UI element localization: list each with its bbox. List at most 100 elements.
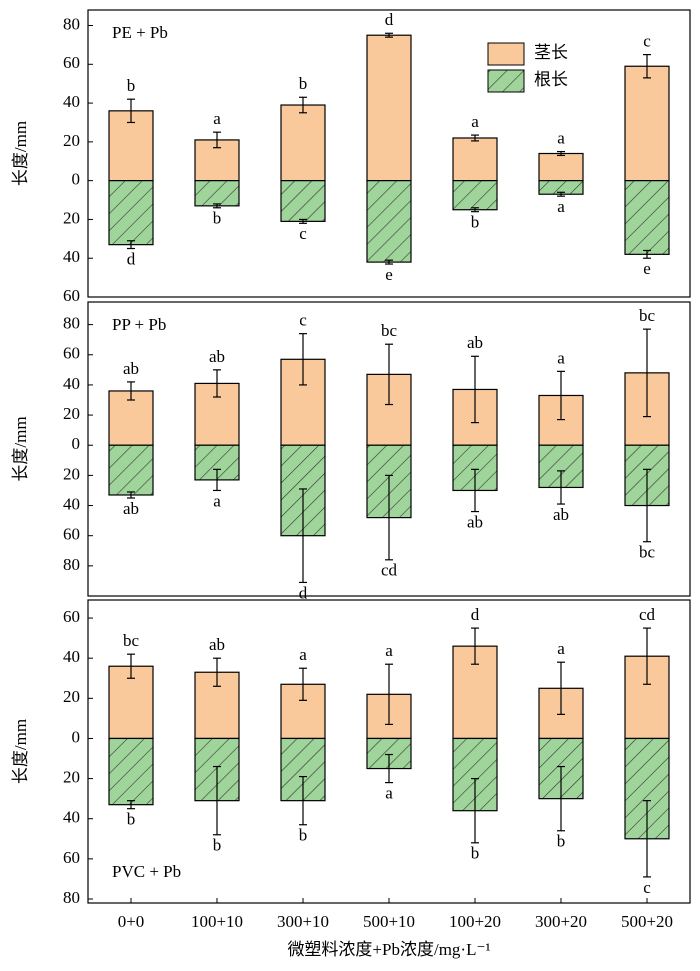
significance-letter: b (213, 209, 222, 228)
significance-letter: bc (639, 543, 656, 562)
legend-label: 根长 (534, 70, 568, 89)
significance-letter: b (471, 213, 480, 232)
significance-letter: a (557, 128, 565, 147)
significance-letter: a (471, 112, 479, 131)
significance-letter: a (557, 639, 565, 658)
significance-letter: ab (209, 635, 225, 654)
significance-letter: ab (467, 512, 483, 531)
bar (538, 394, 584, 446)
legend-swatch (487, 42, 525, 66)
y-tick-label: 80 (63, 14, 80, 33)
significance-letter: e (385, 265, 393, 284)
y-tick-label: 60 (63, 607, 80, 626)
y-tick-label: 80 (63, 888, 80, 907)
y-tick-label: 60 (63, 525, 80, 544)
bar (624, 65, 670, 182)
legend-swatch (487, 69, 525, 93)
x-tick-label: 300+10 (277, 912, 329, 931)
bar (624, 737, 670, 840)
significance-letter: bc (381, 321, 398, 340)
y-tick-label: 40 (63, 92, 80, 111)
significance-letter: b (299, 74, 308, 93)
y-tick-label: 60 (63, 286, 80, 305)
panel-label: PVC + Pb (112, 862, 181, 881)
bar (366, 180, 412, 263)
y-axis-label: 长度/mm (11, 416, 30, 481)
x-axis-label: 微塑料浓度+Pb浓度/mg·L⁻¹ (287, 940, 490, 959)
significance-letter: cd (639, 605, 656, 624)
bar (194, 180, 240, 207)
significance-letter: d (299, 583, 308, 602)
significance-letter: ab (123, 499, 139, 518)
bar (108, 180, 154, 246)
bar (108, 444, 154, 496)
significance-letter: c (643, 878, 651, 897)
y-tick-label: 20 (63, 687, 80, 706)
significance-letter: b (213, 836, 222, 855)
x-tick-label: 500+10 (363, 912, 415, 931)
y-tick-label: 60 (63, 344, 80, 363)
bar (538, 152, 584, 182)
y-tick-label: 40 (63, 247, 80, 266)
significance-letter: b (471, 844, 480, 863)
y-tick-label: 60 (63, 53, 80, 72)
x-tick-label: 100+20 (449, 912, 501, 931)
bar (366, 34, 412, 182)
significance-letter: ab (467, 333, 483, 352)
significance-letter: a (385, 784, 393, 803)
y-axis-label: 长度/mm (11, 719, 30, 784)
significance-letter: c (299, 311, 307, 330)
significance-letter: b (299, 826, 308, 845)
significance-letter: ab (123, 359, 139, 378)
y-tick-label: 40 (63, 647, 80, 666)
bar (452, 137, 498, 182)
significance-letter: b (127, 76, 136, 95)
significance-letter: e (643, 259, 651, 278)
significance-letter: c (299, 224, 307, 243)
panel-label: PE + Pb (112, 23, 168, 42)
significance-letter: c (643, 32, 651, 51)
significance-letter: d (127, 249, 136, 268)
y-tick-label: 20 (63, 404, 80, 423)
x-tick-label: 500+20 (621, 912, 673, 931)
significance-letter: a (299, 645, 307, 664)
y-tick-label: 20 (63, 208, 80, 227)
significance-letter: bc (639, 306, 656, 325)
y-axis-label: 长度/mm (11, 121, 30, 186)
significance-letter: a (557, 348, 565, 367)
bar (452, 180, 498, 211)
bar (280, 180, 326, 222)
x-tick-label: 300+20 (535, 912, 587, 931)
significance-letter: a (385, 641, 393, 660)
significance-letter: d (385, 10, 394, 29)
plot-frame (87, 9, 691, 298)
significance-letter: d (471, 605, 480, 624)
y-tick-label: 40 (63, 374, 80, 393)
plot-frame (87, 301, 691, 597)
y-tick-label: 20 (63, 767, 80, 786)
legend-label: 茎长 (534, 43, 568, 62)
significance-letter: a (213, 109, 221, 128)
y-tick-label: 80 (63, 314, 80, 333)
y-tick-label: 0 (72, 727, 81, 746)
y-tick-label: 40 (63, 808, 80, 827)
significance-letter: a (557, 197, 565, 216)
significance-letter: ab (553, 505, 569, 524)
x-tick-label: 0+0 (118, 912, 145, 931)
bar (280, 104, 326, 182)
y-tick-label: 40 (63, 494, 80, 513)
significance-letter: a (213, 491, 221, 510)
panel-label: PP + Pb (112, 315, 166, 334)
bar (108, 737, 154, 806)
y-tick-label: 0 (72, 434, 81, 453)
y-tick-label: 0 (72, 170, 81, 189)
significance-letter: cd (381, 561, 398, 580)
significance-letter: bc (123, 631, 140, 650)
y-tick-label: 20 (63, 131, 80, 150)
x-tick-label: 100+10 (191, 912, 243, 931)
bar (452, 444, 498, 492)
y-tick-label: 20 (63, 464, 80, 483)
significance-letter: ab (209, 347, 225, 366)
significance-letter: b (557, 832, 566, 851)
